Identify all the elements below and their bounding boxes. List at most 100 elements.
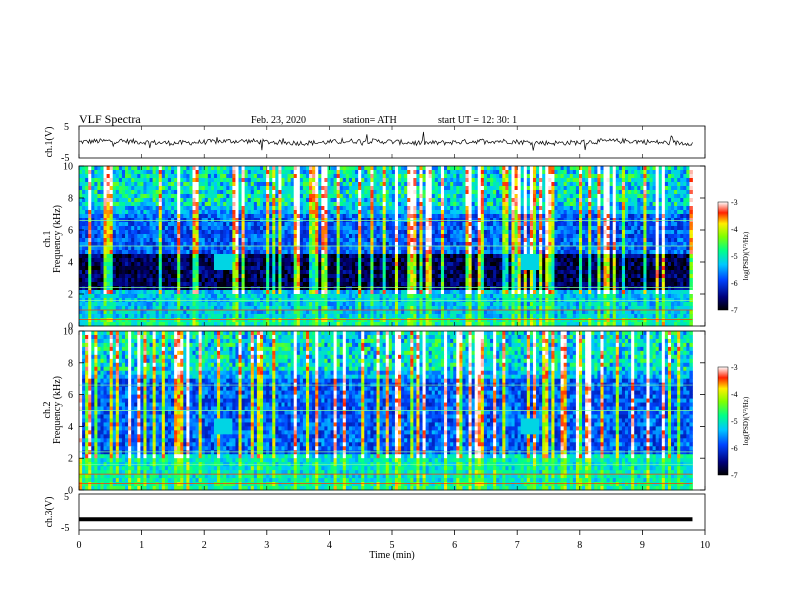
spectrogram-cell bbox=[600, 246, 604, 251]
spectrogram-cell bbox=[88, 178, 92, 183]
spectrogram-cell bbox=[109, 250, 114, 255]
spectrogram-cell bbox=[459, 182, 463, 187]
spectrogram-cell bbox=[296, 170, 301, 175]
spectrogram-cell bbox=[388, 206, 393, 211]
spectrogram-cell bbox=[563, 170, 568, 175]
spectrogram-cell bbox=[667, 174, 672, 179]
spectrogram-cell bbox=[661, 170, 666, 175]
spectrogram-cell bbox=[269, 254, 273, 259]
spectrogram-cell bbox=[410, 198, 414, 203]
spectrogram-cell bbox=[284, 214, 288, 219]
spectrogram-cell bbox=[621, 170, 626, 175]
spectrogram-cell bbox=[447, 254, 451, 259]
spectrogram-cell bbox=[496, 202, 500, 207]
spectrogram-cell bbox=[615, 190, 620, 195]
spectrogram-cell bbox=[477, 174, 482, 179]
spectrogram-cell bbox=[450, 206, 454, 211]
spectrogram-cell bbox=[79, 182, 83, 187]
spectrogram-cell bbox=[603, 170, 607, 175]
spectrogram-cell bbox=[428, 242, 433, 247]
spectrogram-cell bbox=[192, 174, 196, 179]
spectrogram-cell bbox=[388, 182, 393, 187]
spectrogram-cell bbox=[91, 170, 95, 175]
spectrogram-cell bbox=[259, 258, 264, 263]
spectrogram-cell bbox=[376, 198, 381, 203]
spectrogram-cell bbox=[195, 206, 200, 211]
spectrogram-cell bbox=[324, 254, 328, 259]
spectrogram-cell bbox=[661, 182, 666, 187]
spectrogram-cell bbox=[140, 190, 144, 195]
spectrogram-cell bbox=[490, 166, 494, 171]
spectrogram-cell bbox=[296, 234, 301, 239]
spectrogram-cell bbox=[302, 242, 307, 247]
spectrogram-cell bbox=[226, 258, 230, 263]
spectrogram-cell bbox=[646, 166, 650, 171]
spectrogram-cell bbox=[302, 178, 307, 183]
spectrogram-cell bbox=[425, 214, 430, 219]
spectrogram-cell bbox=[256, 238, 261, 243]
spectrogram-cell bbox=[241, 210, 246, 215]
spectrogram-cell bbox=[569, 214, 574, 219]
spectrogram-cell bbox=[563, 194, 568, 199]
spectrogram-cell bbox=[658, 222, 663, 227]
spectrogram-cell bbox=[683, 194, 687, 199]
spectrogram-cell bbox=[536, 258, 540, 263]
spectrogram-cell bbox=[419, 262, 423, 267]
spectrogram-cell bbox=[134, 230, 138, 235]
spectrogram-cell bbox=[600, 166, 604, 171]
spectrogram-cell bbox=[646, 226, 650, 231]
spectrogram-cell bbox=[109, 238, 114, 243]
spectrogram-cell bbox=[186, 194, 190, 199]
spectrogram-cell bbox=[152, 182, 157, 187]
spectrogram-cell bbox=[661, 202, 666, 207]
spectrogram-cell bbox=[588, 238, 592, 243]
spectrogram-cell bbox=[266, 258, 270, 263]
spectrogram-cell bbox=[526, 178, 531, 183]
spectrogram-cell bbox=[434, 226, 439, 231]
spectrogram-cell bbox=[171, 234, 175, 239]
spectrogram-cell bbox=[486, 242, 491, 247]
spectrogram-cell bbox=[174, 262, 178, 267]
spectrogram-cell bbox=[167, 238, 172, 243]
spectrogram-cell bbox=[398, 194, 402, 199]
spectrogram-cell bbox=[321, 202, 325, 207]
spectrogram-cell bbox=[235, 202, 239, 207]
spectrogram-cell bbox=[578, 178, 583, 183]
spectrogram-cell bbox=[97, 262, 101, 267]
spectrogram-cell bbox=[637, 250, 641, 255]
spectrogram-cell bbox=[281, 206, 285, 211]
spectrogram-cell bbox=[201, 174, 206, 179]
spectrogram-cell bbox=[588, 198, 592, 203]
spectrogram-cell bbox=[370, 174, 374, 179]
spectrogram-cell bbox=[342, 214, 347, 219]
spectrogram-cell bbox=[499, 250, 503, 255]
spectrogram-cell bbox=[327, 206, 331, 211]
spectrogram-cell bbox=[272, 174, 276, 179]
spectrogram-cell bbox=[486, 254, 491, 259]
spectrogram-cell bbox=[376, 174, 381, 179]
spectrogram-cell bbox=[591, 214, 595, 219]
spectrogram-cell bbox=[511, 242, 515, 247]
spectrogram-cell bbox=[201, 234, 206, 239]
spectrogram-cell bbox=[450, 250, 454, 255]
spectrogram-cell bbox=[628, 226, 632, 231]
spectrogram-cell bbox=[658, 174, 663, 179]
spectrogram-cell bbox=[293, 234, 298, 239]
spectrogram-cell bbox=[259, 222, 264, 227]
recording-date: Feb. 23, 2020 bbox=[251, 115, 306, 126]
spectrogram-cell bbox=[563, 226, 568, 231]
spectrogram-cell bbox=[480, 258, 485, 263]
spectrogram-cell bbox=[600, 210, 604, 215]
spectrogram-cell bbox=[539, 238, 543, 243]
spectrogram-cell bbox=[490, 178, 494, 183]
spectrogram-cell bbox=[220, 186, 224, 191]
spectrogram-cell bbox=[450, 186, 454, 191]
spectrogram-cell bbox=[628, 222, 632, 227]
spectrogram-cell bbox=[293, 170, 298, 175]
spectrogram-cell bbox=[425, 258, 430, 263]
spectrogram-cell bbox=[305, 178, 310, 183]
spectrogram-cell bbox=[82, 250, 86, 255]
spectrogram-cell bbox=[128, 190, 132, 195]
spectrogram-cell bbox=[290, 242, 295, 247]
spectrogram-cell bbox=[244, 170, 249, 175]
